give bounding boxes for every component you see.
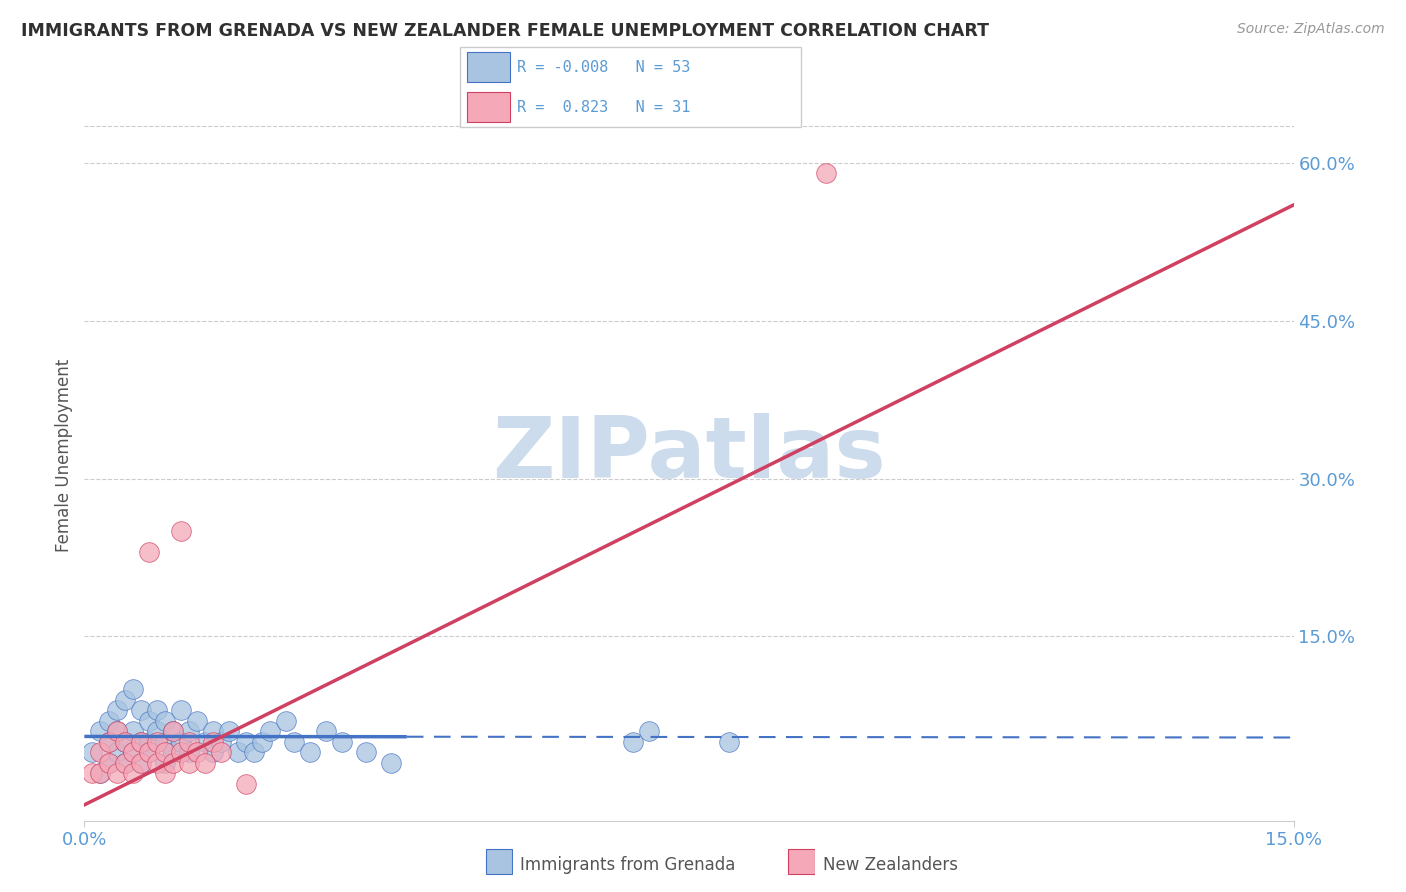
FancyBboxPatch shape xyxy=(486,849,512,873)
Point xyxy=(235,777,257,791)
Point xyxy=(105,724,128,739)
Point xyxy=(121,682,143,697)
Point xyxy=(356,745,378,759)
Point xyxy=(89,724,111,739)
Point xyxy=(153,766,176,780)
Point xyxy=(202,724,225,739)
Point xyxy=(146,735,169,749)
Point xyxy=(114,692,136,706)
Point xyxy=(162,724,184,739)
Y-axis label: Female Unemployment: Female Unemployment xyxy=(55,359,73,551)
Point xyxy=(89,766,111,780)
Point xyxy=(170,745,193,759)
Point xyxy=(153,745,176,759)
Point xyxy=(179,735,201,749)
Point xyxy=(105,724,128,739)
Point xyxy=(138,745,160,759)
Point xyxy=(138,735,160,749)
Point xyxy=(121,766,143,780)
Point xyxy=(170,524,193,539)
Point xyxy=(97,714,120,728)
Point xyxy=(153,714,176,728)
Point xyxy=(226,745,249,759)
Point xyxy=(162,745,184,759)
Point xyxy=(299,745,322,759)
Point xyxy=(146,724,169,739)
Point xyxy=(218,724,240,739)
Point xyxy=(114,756,136,770)
Point xyxy=(179,724,201,739)
Text: Source: ZipAtlas.com: Source: ZipAtlas.com xyxy=(1237,22,1385,37)
Text: IMMIGRANTS FROM GRENADA VS NEW ZEALANDER FEMALE UNEMPLOYMENT CORRELATION CHART: IMMIGRANTS FROM GRENADA VS NEW ZEALANDER… xyxy=(21,22,988,40)
Text: R = -0.008   N = 53: R = -0.008 N = 53 xyxy=(517,60,690,75)
FancyBboxPatch shape xyxy=(789,849,814,873)
Point xyxy=(105,703,128,717)
Point xyxy=(179,745,201,759)
Point xyxy=(146,756,169,770)
Point xyxy=(162,724,184,739)
Text: New Zealanders: New Zealanders xyxy=(823,856,957,874)
Point xyxy=(82,766,104,780)
Point xyxy=(138,714,160,728)
Point xyxy=(194,735,217,749)
Point xyxy=(170,703,193,717)
Point xyxy=(621,735,644,749)
Point xyxy=(274,714,297,728)
Point xyxy=(380,756,402,770)
Point xyxy=(121,745,143,759)
Point xyxy=(153,756,176,770)
Point xyxy=(105,766,128,780)
Point xyxy=(114,735,136,749)
Point xyxy=(315,724,337,739)
FancyBboxPatch shape xyxy=(467,53,510,82)
Point xyxy=(129,735,152,749)
Point xyxy=(235,735,257,749)
Text: R =  0.823   N = 31: R = 0.823 N = 31 xyxy=(517,100,690,115)
FancyBboxPatch shape xyxy=(461,47,801,127)
Text: ZIPatlas: ZIPatlas xyxy=(492,413,886,497)
Text: Immigrants from Grenada: Immigrants from Grenada xyxy=(520,856,735,874)
Point xyxy=(97,735,120,749)
Point xyxy=(186,745,208,759)
Point xyxy=(97,756,120,770)
FancyBboxPatch shape xyxy=(467,92,510,121)
Point xyxy=(153,735,176,749)
Point xyxy=(89,745,111,759)
Point xyxy=(121,724,143,739)
Point xyxy=(114,735,136,749)
Point xyxy=(129,756,152,770)
Point xyxy=(129,756,152,770)
Point xyxy=(146,703,169,717)
Point xyxy=(259,724,281,739)
Point xyxy=(114,756,136,770)
Point xyxy=(138,745,160,759)
Point xyxy=(202,745,225,759)
Point xyxy=(209,735,232,749)
Point xyxy=(97,756,120,770)
Point xyxy=(250,735,273,749)
Point xyxy=(209,745,232,759)
Point xyxy=(162,756,184,770)
Point xyxy=(82,745,104,759)
Point xyxy=(105,745,128,759)
Point xyxy=(170,735,193,749)
Point xyxy=(138,545,160,559)
Point xyxy=(129,703,152,717)
Point xyxy=(97,735,120,749)
Point xyxy=(330,735,353,749)
Point xyxy=(814,166,837,180)
Point xyxy=(179,756,201,770)
Point xyxy=(283,735,305,749)
Point xyxy=(194,756,217,770)
Point xyxy=(186,714,208,728)
Point xyxy=(129,735,152,749)
Point xyxy=(89,766,111,780)
Point xyxy=(202,735,225,749)
Point xyxy=(121,745,143,759)
Point xyxy=(242,745,264,759)
Point xyxy=(718,735,741,749)
Point xyxy=(637,724,659,739)
